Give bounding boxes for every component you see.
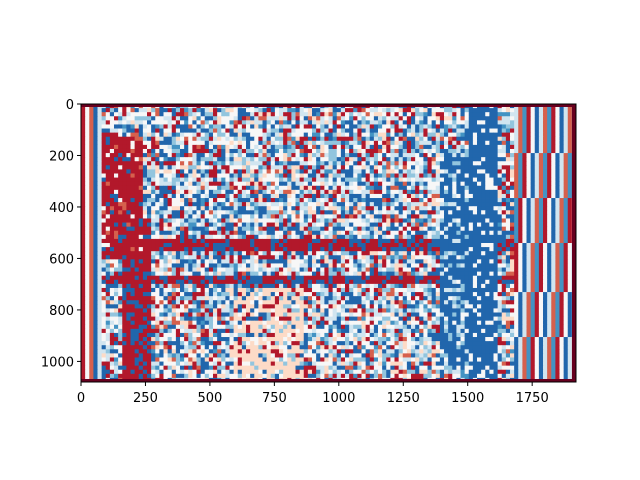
y-tick-label: 400 xyxy=(49,201,74,216)
x-tick-label: 1500 xyxy=(451,391,484,406)
x-tick-label: 500 xyxy=(197,391,222,406)
x-tick-label: 0 xyxy=(77,391,85,406)
y-tick-label: 200 xyxy=(49,149,74,164)
y-tick-label: 1000 xyxy=(41,355,74,370)
x-tick-label: 1750 xyxy=(516,391,549,406)
x-tick-label: 1250 xyxy=(387,391,420,406)
y-tick-label: 600 xyxy=(49,252,74,267)
plot-frame xyxy=(80,103,577,383)
y-tick-label: 0 xyxy=(66,98,74,113)
y-axis: 0 200 400 600 800 1000 xyxy=(41,98,81,370)
x-tick-label: 1000 xyxy=(322,391,355,406)
x-axis: 0 250 500 750 1000 1250 1500 1750 xyxy=(77,382,549,406)
y-tick-label: 800 xyxy=(49,304,74,319)
heatmap-image xyxy=(81,104,576,382)
x-tick-label: 750 xyxy=(262,391,287,406)
x-tick-label: 250 xyxy=(133,391,158,406)
